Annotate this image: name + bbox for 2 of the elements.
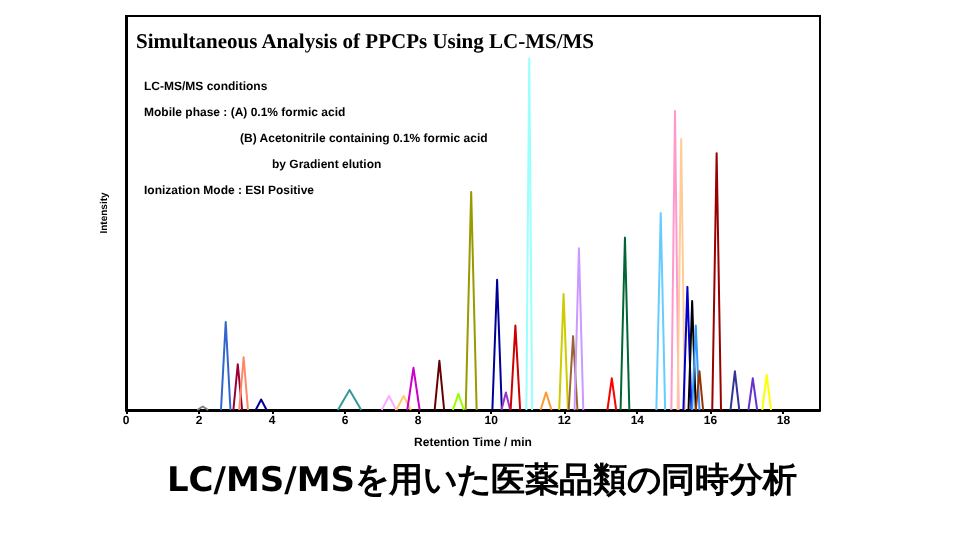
- text: LC/MS/MSを用いた医薬品類の同時分析: [166, 461, 798, 501]
- chart-title: Simultaneous Analysis of PPCPs Using LC-MS/MS: [136, 32, 595, 54]
